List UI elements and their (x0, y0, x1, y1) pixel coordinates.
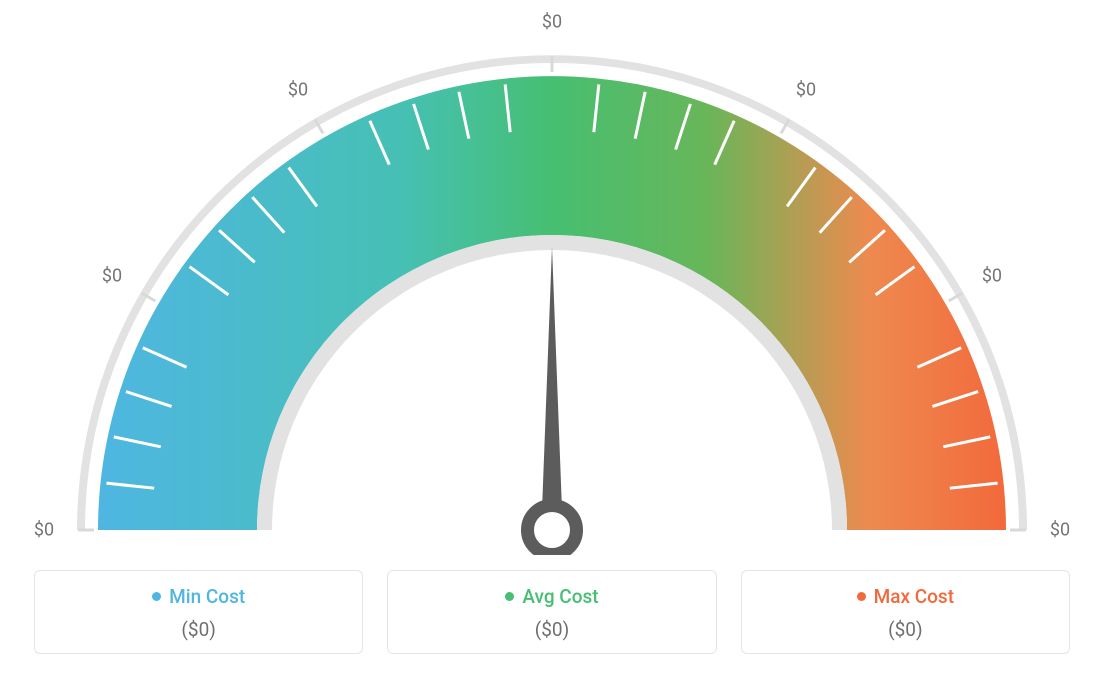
gauge-tick-label: $0 (982, 266, 1002, 287)
gauge-tick-label: $0 (1050, 520, 1070, 541)
legend-value-min: ($0) (45, 618, 352, 641)
gauge-tick-label: $0 (34, 520, 54, 541)
legend-row: Min Cost ($0) Avg Cost ($0) Max Cost ($0… (0, 570, 1104, 654)
gauge-tick-label: $0 (102, 266, 122, 287)
gauge-svg (0, 0, 1104, 555)
legend-label-min: Min Cost (169, 585, 245, 608)
gauge-tick-label: $0 (796, 80, 816, 101)
legend-value-max: ($0) (752, 618, 1059, 641)
gauge-chart: $0 $0 $0 $0 $0 $0 $0 (0, 0, 1104, 555)
legend-card-max: Max Cost ($0) (741, 570, 1070, 654)
legend-card-min: Min Cost ($0) (34, 570, 363, 654)
legend-label-max: Max Cost (874, 585, 954, 608)
legend-label-avg: Avg Cost (522, 585, 598, 608)
legend-card-avg: Avg Cost ($0) (387, 570, 716, 654)
gauge-tick-label: $0 (288, 80, 308, 101)
legend-dot-max (857, 592, 866, 601)
gauge-needle (541, 247, 563, 532)
gauge-tick-label: $0 (542, 12, 562, 33)
legend-dot-min (152, 592, 161, 601)
legend-value-avg: ($0) (398, 618, 705, 641)
legend-dot-avg (505, 592, 514, 601)
gauge-needle-hub (528, 506, 577, 555)
